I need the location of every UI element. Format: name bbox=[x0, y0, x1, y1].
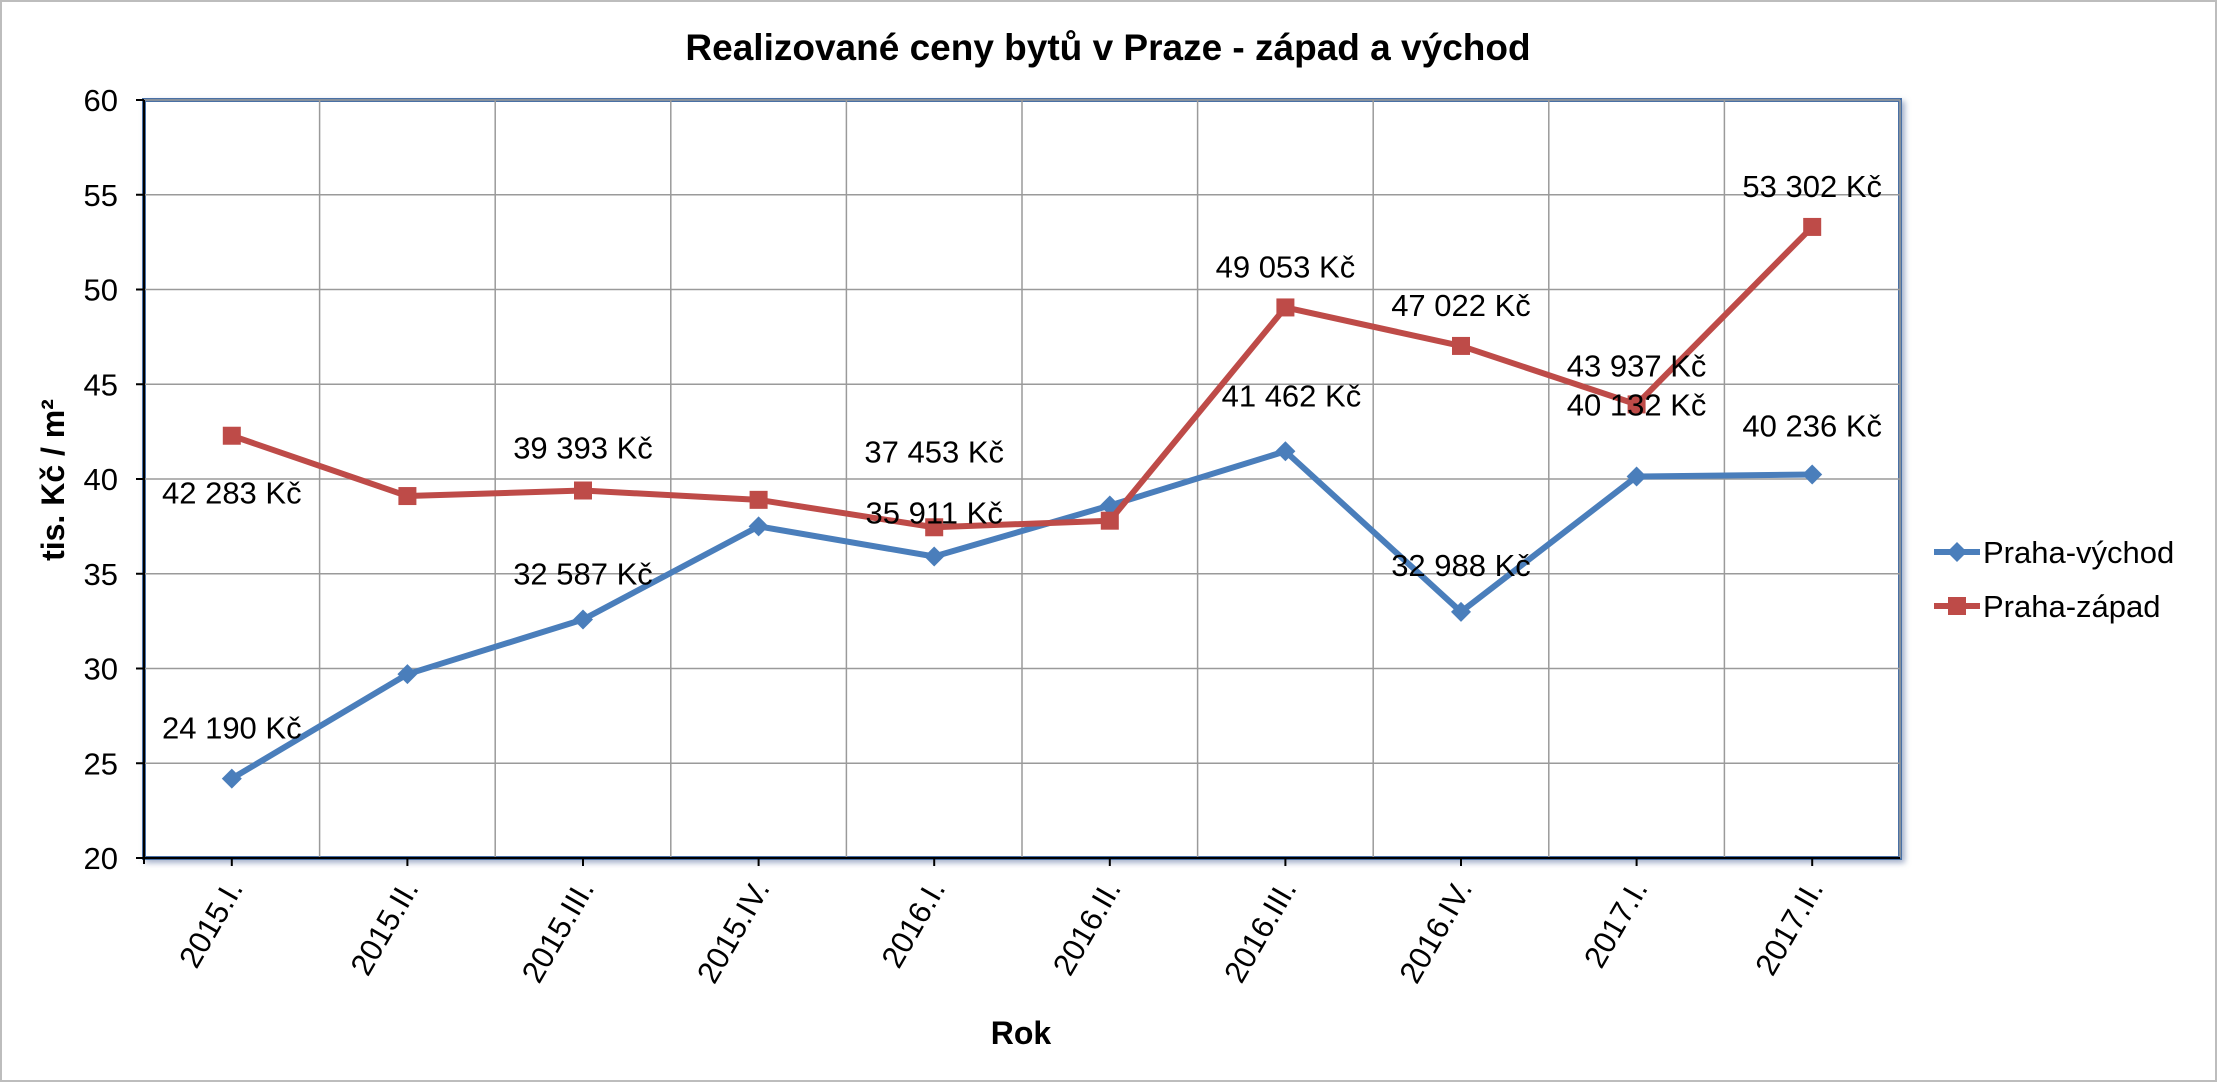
legend-marker bbox=[1948, 597, 1966, 615]
legend-label: Praha-východ bbox=[1983, 535, 2174, 570]
data-label: 32 587 Kč bbox=[513, 556, 653, 591]
data-point bbox=[573, 609, 593, 630]
data-label: 47 022 Kč bbox=[1391, 288, 1531, 323]
series-praha-vychod bbox=[221, 441, 1823, 789]
data-label: 39 393 Kč bbox=[513, 431, 653, 466]
data-label: 40 236 Kč bbox=[1742, 409, 1882, 444]
data-label: 35 911 Kč bbox=[866, 495, 1003, 530]
legend-marker bbox=[1947, 542, 1967, 562]
y-tick-label: 20 bbox=[84, 841, 118, 876]
data-point bbox=[1626, 466, 1647, 487]
data-point bbox=[1275, 441, 1296, 462]
data-point bbox=[924, 546, 945, 567]
data-label: 49 053 Kč bbox=[1216, 249, 1356, 284]
x-tick-label: 2015.I. bbox=[172, 874, 250, 974]
y-axis-ticks: 20 25 30 35 40 45 50 55 60 bbox=[84, 83, 144, 876]
x-axis-ticks: 2015.I. 2015.II. 2015.III. 2015.IV. 2016.I. 2… bbox=[172, 858, 1830, 989]
data-point bbox=[749, 490, 768, 509]
y-tick-label: 50 bbox=[84, 273, 118, 308]
x-tick-label: 2016.III. bbox=[1217, 874, 1303, 989]
x-tick-label: 2017.II. bbox=[1748, 874, 1830, 981]
data-point bbox=[574, 481, 592, 500]
series-praha-zapad bbox=[222, 217, 1822, 537]
x-tick-label: 2016.I. bbox=[875, 874, 953, 974]
data-point bbox=[397, 664, 418, 685]
y-tick-label: 25 bbox=[84, 746, 118, 781]
data-label: 40 132 Kč bbox=[1567, 387, 1707, 422]
data-point bbox=[1099, 495, 1120, 516]
x-tick-label: 2016.IV. bbox=[1392, 874, 1479, 989]
data-point bbox=[925, 518, 944, 537]
data-point bbox=[398, 487, 417, 506]
y-tick-label: 35 bbox=[84, 557, 118, 592]
data-label: 41 462 Kč bbox=[1222, 378, 1362, 413]
x-axis-title: Rok bbox=[991, 1015, 1052, 1051]
y-tick-label: 45 bbox=[84, 367, 118, 402]
series-layer bbox=[221, 217, 1823, 789]
data-labels: 24 190 Kč 32 587 Kč 35 911 Kč 41 462 Kč 32 9… bbox=[162, 169, 1882, 746]
data-label: 43 937 Kč bbox=[1567, 348, 1707, 383]
x-tick-label: 2016.II. bbox=[1046, 874, 1128, 981]
chart-title: Realizované ceny bytů v Praze - západ a … bbox=[685, 27, 1530, 68]
data-point bbox=[1803, 217, 1822, 236]
y-tick-label: 30 bbox=[84, 652, 118, 687]
series-line bbox=[230, 448, 1813, 782]
legend: Praha-východ Praha-západ bbox=[1934, 535, 2174, 624]
data-point bbox=[221, 768, 242, 789]
data-label: 32 988 Kč bbox=[1391, 548, 1531, 583]
data-label: 53 302 Kč bbox=[1742, 169, 1882, 204]
data-point bbox=[1802, 464, 1823, 485]
data-point bbox=[1452, 336, 1470, 355]
data-label: 24 190 Kč bbox=[162, 711, 302, 746]
y-axis-title: tis. Kč / m² bbox=[35, 399, 71, 561]
x-tick-label: 2017.I. bbox=[1577, 874, 1655, 974]
data-point bbox=[1100, 511, 1119, 530]
data-point bbox=[222, 426, 241, 445]
data-point bbox=[1276, 298, 1295, 317]
data-label: 42 283 Kč bbox=[162, 476, 302, 511]
legend-label: Praha-západ bbox=[1983, 589, 2161, 624]
x-tick-label: 2015.IV. bbox=[690, 874, 777, 989]
x-tick-label: 2015.III. bbox=[515, 874, 601, 989]
series-line bbox=[230, 224, 1815, 531]
data-label: 37 453 Kč bbox=[864, 434, 1004, 469]
x-tick-label: 2015.II. bbox=[343, 874, 425, 981]
y-tick-label: 55 bbox=[84, 178, 118, 213]
data-point bbox=[1451, 601, 1471, 622]
grid-lines bbox=[138, 99, 1901, 864]
data-point bbox=[748, 516, 769, 537]
y-tick-label: 40 bbox=[84, 462, 118, 497]
y-tick-label: 60 bbox=[84, 83, 118, 118]
data-point bbox=[1627, 395, 1646, 414]
